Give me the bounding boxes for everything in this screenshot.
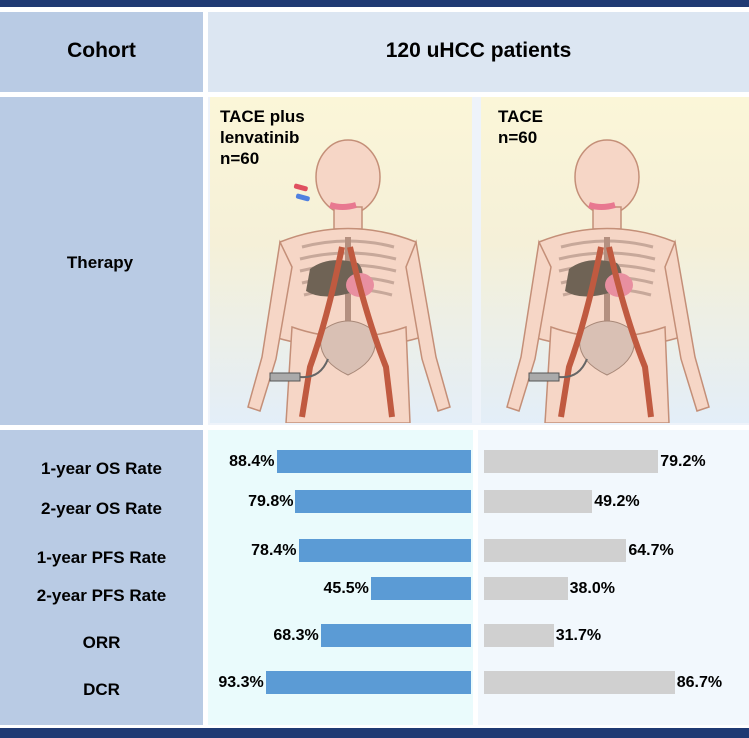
- cohort-header-cell: Cohort: [0, 12, 203, 92]
- arm2-title-line1: TACE: [498, 107, 544, 126]
- value-label-arm1: 78.4%: [251, 542, 297, 559]
- bar-arm1: [298, 539, 471, 562]
- bar-arm2: [484, 450, 659, 473]
- bar-arm1: [265, 671, 471, 694]
- value-label-arm1: 88.4%: [229, 453, 275, 470]
- arm2-illustration-panel: [481, 97, 749, 423]
- bottom-border: [0, 728, 749, 738]
- bar-arm1: [320, 624, 471, 647]
- value-label-arm1: 68.3%: [273, 627, 319, 644]
- value-label-arm2: 64.7%: [628, 542, 674, 559]
- cohort-label: Cohort: [67, 39, 136, 62]
- value-label-arm2: 38.0%: [569, 580, 615, 597]
- arm1-title-line3: n=60: [220, 149, 260, 168]
- body-illustration-arm2: [506, 139, 710, 423]
- bar-arm2: [484, 671, 675, 694]
- arm1-illustration-panel: [210, 97, 472, 423]
- value-label-arm2: 31.7%: [555, 627, 602, 644]
- arm2-title-line2: n=60: [498, 128, 538, 147]
- value-label-arm1: 79.8%: [248, 493, 294, 510]
- outcome-label: DCR: [83, 680, 120, 699]
- bar-arm2: [484, 624, 554, 647]
- value-label-arm2: 49.2%: [594, 493, 640, 510]
- outcome-label: 1-year OS Rate: [41, 459, 162, 478]
- outcome-label: 1-year PFS Rate: [36, 548, 167, 567]
- therapy-label-cell: Therapy: [0, 97, 203, 425]
- outcome-label: 2-year PFS Rate: [36, 586, 167, 605]
- patients-label: 120 uHCC patients: [385, 39, 572, 62]
- patients-header-cell: 120 uHCC patients: [208, 12, 749, 92]
- top-border: [0, 0, 749, 7]
- body-illustration-arm1: [247, 139, 451, 423]
- bar-arm1: [276, 450, 471, 473]
- bar-arm2: [484, 490, 593, 513]
- arm1-title-line1: TACE plus: [220, 107, 305, 126]
- bar-arm1: [370, 577, 471, 600]
- therapy-label: Therapy: [66, 253, 134, 272]
- value-label-arm2: 86.7%: [676, 674, 723, 691]
- bar-arm2: [484, 539, 627, 562]
- value-label-arm2: 79.2%: [660, 453, 706, 470]
- value-label-arm1: 45.5%: [323, 580, 369, 597]
- outcomes-label-cell: [0, 430, 203, 725]
- bar-arm1: [295, 490, 471, 513]
- bar-arm2: [484, 577, 568, 600]
- value-label-arm1: 93.3%: [218, 674, 264, 691]
- arm1-title-line2: lenvatinib: [220, 128, 300, 147]
- outcome-label: ORR: [82, 633, 121, 652]
- outcome-label: 2-year OS Rate: [41, 499, 162, 518]
